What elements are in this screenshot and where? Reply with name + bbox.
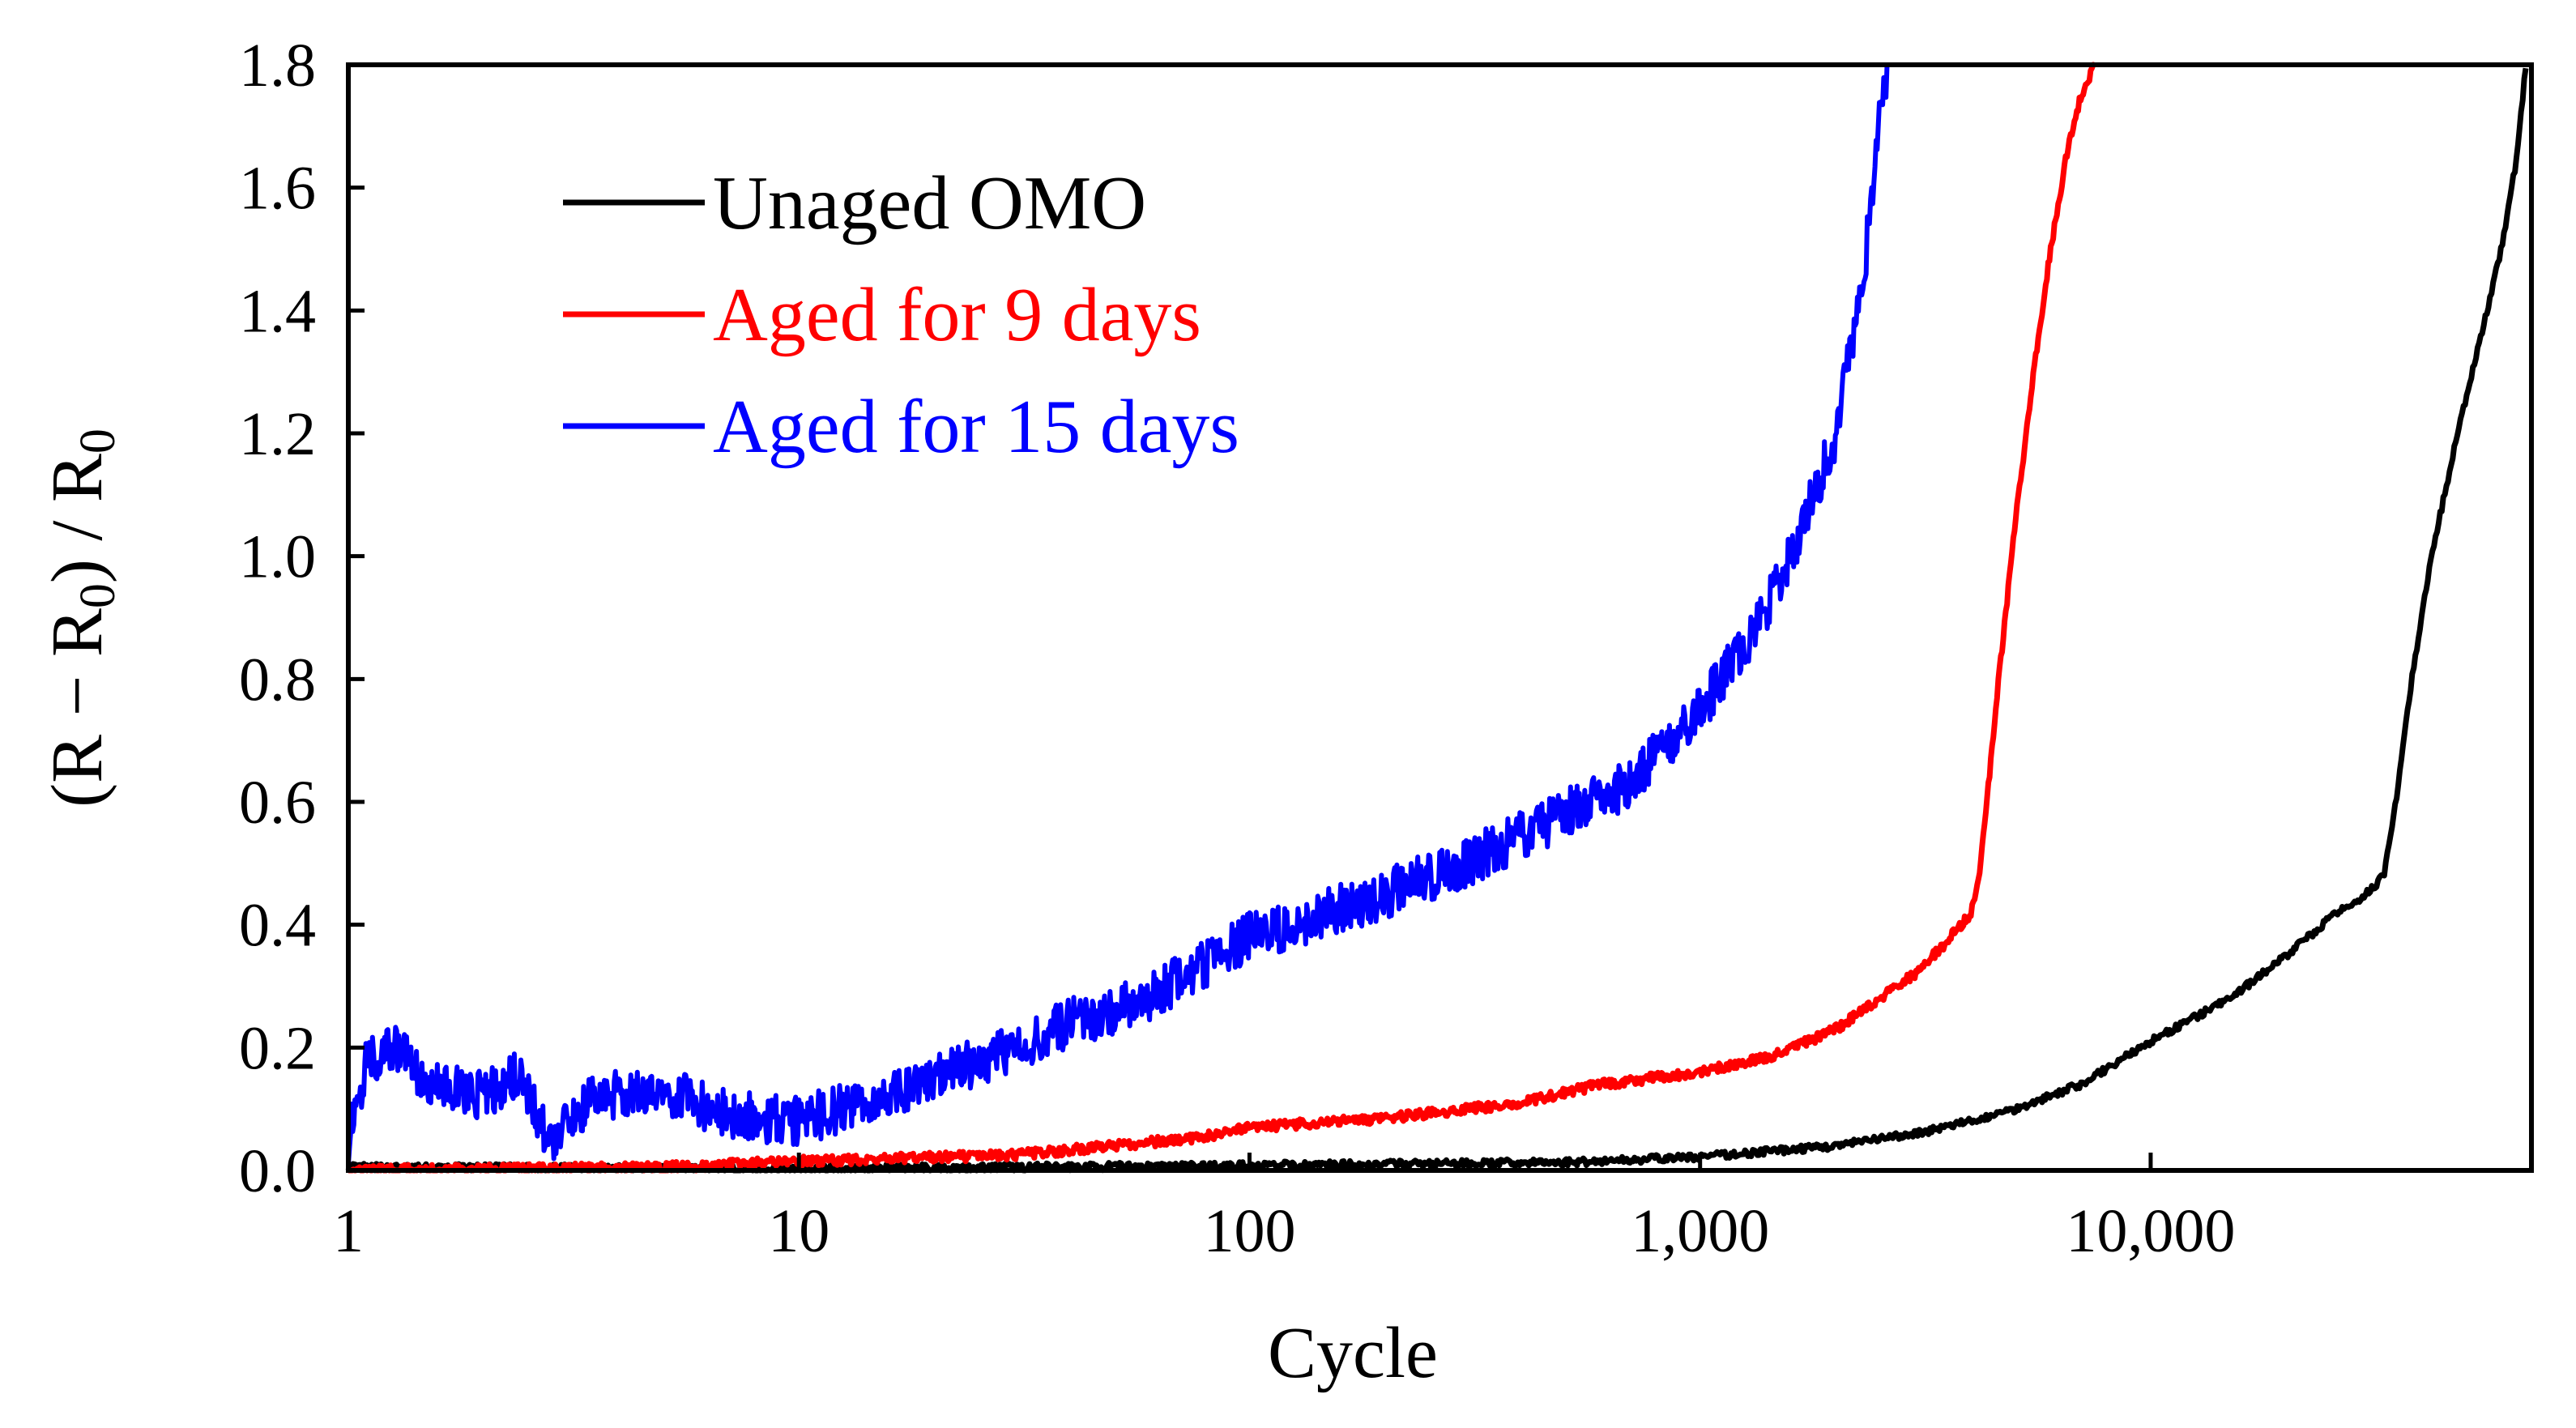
x-tick-label: 1 (333, 1197, 364, 1265)
x-axis: 1 10 100 1,000 10,000 (333, 1153, 2235, 1265)
legend-label: Aged for 15 days (713, 385, 1239, 469)
x-tick-label: 10 (768, 1197, 830, 1265)
legend-label: Unaged OMO (713, 161, 1146, 245)
x-tick-label: 10,000 (2066, 1197, 2235, 1265)
y-tick-label: 0.2 (239, 1014, 316, 1082)
series-line (346, 64, 1890, 1165)
legend: Unaged OMO Aged for 9 days Aged for 15 day… (563, 161, 1239, 469)
x-tick-label: 100 (1203, 1197, 1295, 1265)
y-tick-label: 1.0 (239, 523, 316, 591)
y-tick-label: 0.6 (239, 769, 316, 837)
x-axis-title: Cycle (1268, 1313, 1438, 1393)
y-tick-label: 0.0 (239, 1137, 316, 1205)
y-tick-label: 1.4 (239, 277, 316, 345)
legend-label: Aged for 9 days (713, 273, 1201, 357)
y-tick-label: 0.8 (239, 646, 316, 714)
y-tick-label: 0.4 (239, 892, 316, 960)
y-axis: 0.0 0.2 0.4 0.6 0.8 1.0 1.2 1.4 1.6 1.8 (239, 32, 365, 1205)
x-tick-label: 1,000 (1631, 1197, 1769, 1265)
y-axis-title: (R − R0) / R0 (37, 428, 126, 808)
y-tick-label: 1.8 (239, 32, 316, 100)
plot-frame (346, 62, 2534, 1173)
y-tick-label: 1.2 (239, 400, 316, 468)
y-tick-label: 1.6 (239, 155, 316, 223)
